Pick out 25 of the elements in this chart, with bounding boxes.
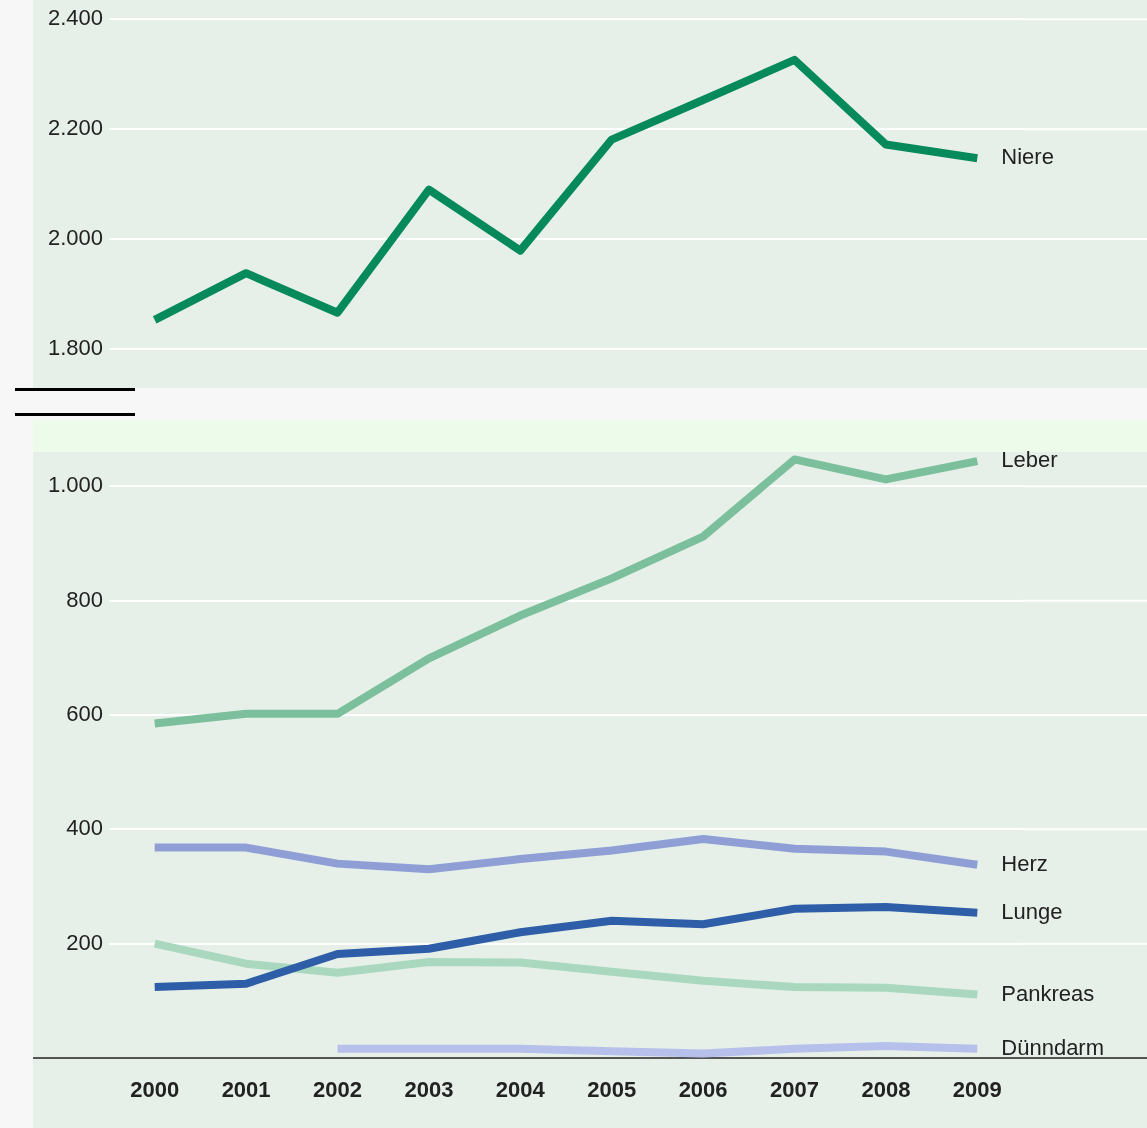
x-tick-label: 2001	[221, 1077, 271, 1103]
x-tick-label: 2007	[770, 1077, 819, 1103]
y-tick-label: 400	[66, 815, 103, 841]
x-tick-label: 2004	[495, 1077, 546, 1103]
series-label: Dünndarm	[1001, 1034, 1105, 1060]
x-tick-label: 2000	[130, 1077, 180, 1103]
y-tick-label: 2.400	[47, 5, 103, 31]
x-tick-label: 2006	[678, 1077, 728, 1103]
series-label: Herz	[1001, 850, 1048, 876]
y-tick-label: 2.000	[47, 225, 103, 251]
y-tick-label: 600	[66, 701, 103, 727]
y-tick-label: 1.800	[47, 335, 103, 361]
series-label: Lunge	[1001, 898, 1063, 924]
x-tick-label: 2002	[313, 1077, 362, 1103]
series-label: Leber	[1001, 447, 1058, 473]
y-tick-label: 800	[66, 586, 103, 612]
series-label: Pankreas	[1001, 980, 1095, 1006]
y-tick-label: 1.000	[47, 472, 103, 498]
x-tick-label: 2005	[587, 1077, 637, 1103]
y-tick-label: 200	[66, 929, 103, 955]
x-tick-label: 2003	[404, 1077, 454, 1103]
x-tick-label: 2008	[861, 1077, 911, 1103]
series-label: Niere	[1001, 144, 1054, 170]
x-tick-label: 2009	[952, 1077, 1002, 1103]
y-tick-label: 2.200	[47, 115, 103, 141]
